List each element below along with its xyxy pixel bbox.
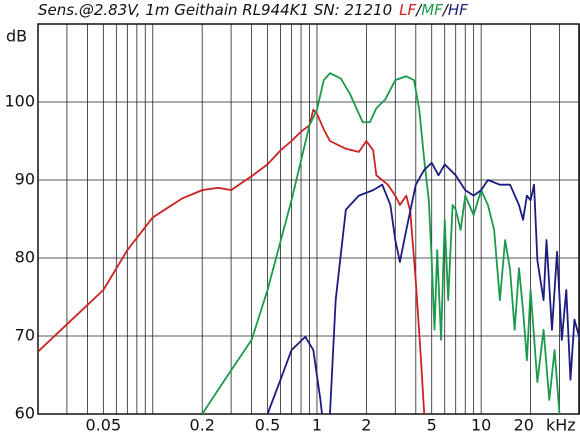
legend-separator: /	[441, 1, 450, 19]
x-tick-label: 0.05	[86, 416, 122, 434]
y-tick-label: 90	[15, 170, 35, 189]
series-line	[266, 161, 580, 414]
series-line	[38, 108, 426, 414]
y-tick-label: 80	[15, 248, 35, 267]
series-line	[201, 72, 561, 414]
x-tick-label: 2	[361, 416, 371, 434]
x-tick-label: 20	[514, 416, 534, 434]
legend-entry: HF	[448, 1, 468, 19]
legend-entry: LF	[399, 1, 416, 19]
y-tick-label: 70	[15, 326, 35, 345]
x-tick-label: 0.5	[255, 416, 280, 434]
y-tick-label: 100	[4, 92, 35, 111]
x-tick-label: 5	[427, 416, 437, 434]
y-tick-label: 60	[15, 404, 35, 423]
plot-border	[37, 23, 580, 415]
legend-entry: MF	[421, 1, 443, 19]
x-tick-label: 1	[312, 416, 322, 434]
y-axis-label: dB	[6, 27, 27, 46]
title-text: Sens.@2.83V, 1m Geithain RL944K1 SN: 212…	[38, 1, 392, 19]
x-axis-label: kHz	[546, 416, 576, 434]
x-tick-label: 0.2	[189, 416, 214, 434]
chart-title: Sens.@2.83V, 1m Geithain RL944K1 SN: 212…	[38, 1, 468, 19]
x-tick-label: 10	[471, 416, 491, 434]
legend-separator: /	[414, 1, 423, 19]
